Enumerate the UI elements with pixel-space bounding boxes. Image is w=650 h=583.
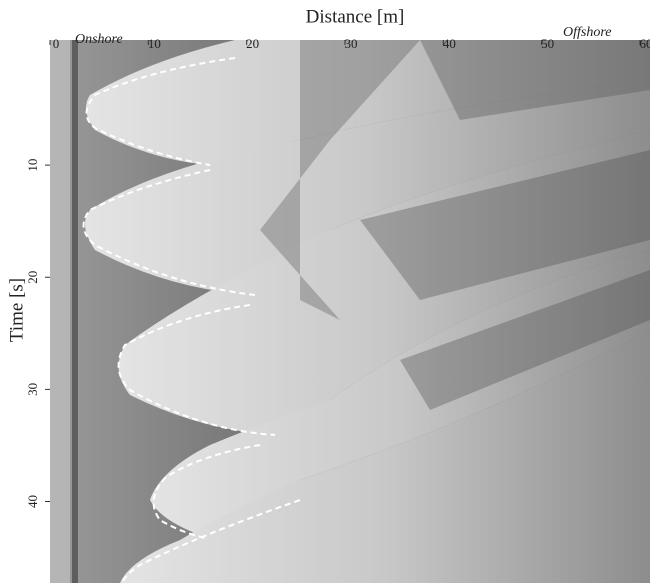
onshore-label: Onshore [75, 32, 123, 47]
x-tick-label: 20 [246, 36, 259, 51]
x-tick-label: 50 [541, 36, 554, 51]
x-tick-label: 40 [443, 36, 456, 51]
figure: Distance [m] Time [s] Onshore Offshore 0… [0, 0, 650, 583]
x-tick-label: 0 [53, 36, 60, 51]
y-tick-label: 10 [25, 159, 40, 172]
y-tick-label: 20 [25, 271, 40, 284]
x-axis-label: Distance [m] [306, 6, 405, 27]
timestack-image [50, 40, 650, 583]
offshore-label: Offshore [563, 25, 611, 40]
y-tick-label: 30 [25, 383, 40, 396]
x-tick-label: 30 [345, 36, 358, 51]
y-axis-label: Time [s] [6, 278, 27, 342]
x-tick-label: 60 [640, 36, 650, 51]
x-tick-label: 10 [148, 36, 161, 51]
y-tick-label: 40 [25, 495, 40, 508]
